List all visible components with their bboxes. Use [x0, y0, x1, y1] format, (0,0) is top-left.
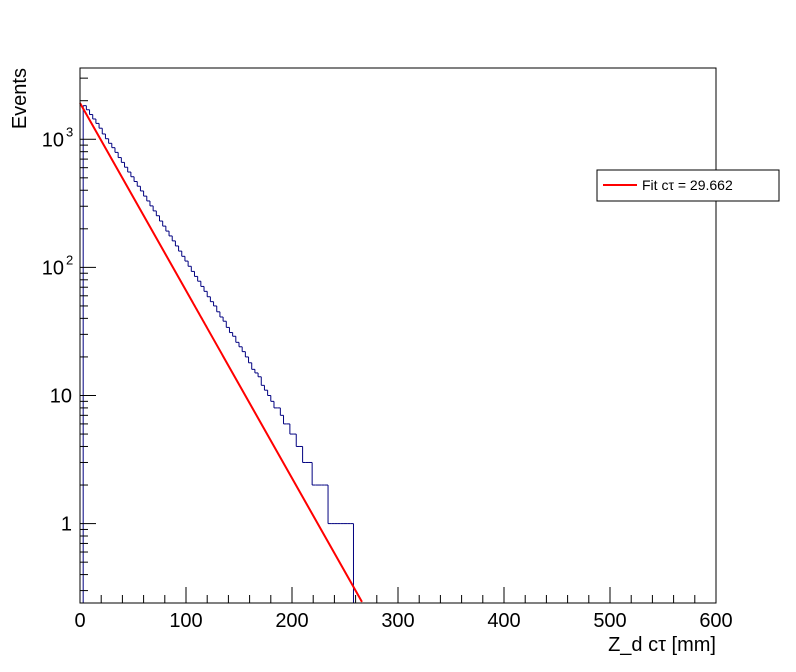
x-tick-label: 400 — [487, 610, 520, 632]
x-axis: 0 100 200 300 400 500 600 — [74, 587, 733, 632]
y-tick-label: 1 — [61, 514, 72, 536]
x-tick-label: 100 — [169, 610, 202, 632]
x-tick-label: 300 — [381, 610, 414, 632]
y-tick-label: 10 — [42, 129, 64, 151]
legend-fit-label: Fit cτ = 29.662 — [642, 177, 733, 193]
x-tick-label: 600 — [699, 610, 732, 632]
x-tick-label: 0 — [74, 610, 85, 632]
y-axis-title: Events — [9, 68, 31, 129]
x-tick-label: 500 — [593, 610, 626, 632]
x-axis-title: Z_d cτ [mm] — [608, 634, 716, 656]
y-tick-label: 10 — [42, 257, 64, 279]
fit-curve — [79, 102, 363, 603]
y-tick-exponent: 2 — [66, 252, 73, 267]
y-tick-label: 10 — [50, 385, 72, 407]
histogram — [82, 105, 354, 603]
x-tick-label: 200 — [275, 610, 308, 632]
legend: Fit cτ = 29.662 — [596, 169, 780, 202]
y-tick-exponent: 3 — [66, 124, 73, 139]
